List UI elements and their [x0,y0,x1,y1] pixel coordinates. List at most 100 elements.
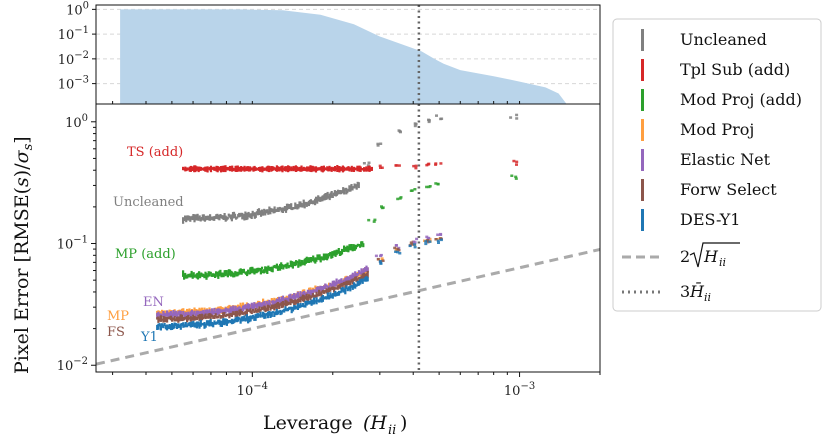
data-point-tail [437,241,440,244]
data-point [311,293,314,297]
data-point [265,313,268,316]
legend-swatch [641,179,644,201]
data-point [251,167,254,171]
data-point [263,300,266,306]
annotation-fs: FS [107,325,125,340]
data-point [343,189,346,195]
data-point [311,202,315,205]
data-point [294,295,297,302]
data-point [225,319,228,326]
data-point [177,316,180,323]
data-point [305,300,308,306]
data-point [208,309,211,316]
data-point [290,294,293,297]
data-point [176,313,179,317]
data-point-tail [413,245,417,249]
data-point [325,288,328,294]
data-point [365,265,368,272]
data-point [339,291,342,294]
data-point [260,303,263,309]
data-point [202,316,205,320]
data-point [288,301,291,305]
legend-items: Uncleaned Tpl Sub (add) Mod Proj (add) Mod … [641,29,802,231]
data-point [182,270,185,277]
data-point [364,267,367,272]
data-point [275,298,278,304]
legend-ref-mean: 3 H̄ ii [622,280,711,304]
data-point [360,275,363,281]
data-point [329,287,332,292]
data-point [183,313,186,318]
data-point [163,316,166,323]
data-point [245,314,248,321]
data-point [187,168,190,171]
data-point [328,282,331,287]
legend-item-en: Elastic Net [641,149,771,171]
data-point [324,296,327,300]
data-point [237,307,240,314]
data-point [178,310,181,318]
data-point [167,325,170,330]
data-point [365,276,368,282]
data-point [237,312,240,315]
data-point [351,285,354,290]
data-point-tail [410,189,414,192]
data-point [325,284,328,287]
data-point [176,316,179,322]
data-point [327,166,330,172]
data-point [276,166,280,171]
reference-line-2-sqrt-h [96,247,600,366]
data-point [158,310,161,315]
data-point-tail [515,163,518,166]
data-point [311,299,314,305]
data-point [162,324,165,329]
data-point [360,268,363,275]
data-point [199,166,202,171]
data-point [330,287,333,290]
data-point [209,271,212,275]
data-point [213,166,216,171]
data-point [266,267,269,274]
data-point [257,167,261,171]
data-point [248,309,251,312]
data-point [181,308,184,316]
data-point [288,306,291,310]
data-point [349,280,352,286]
data-point-tail [409,241,413,244]
data-point-tail [434,182,438,185]
data-point [339,283,342,290]
data-point [198,215,201,220]
data-point-tail [396,197,400,201]
data-point [245,305,248,312]
data-point-tail [434,162,438,165]
data-point [166,324,169,331]
data-point [159,315,162,322]
data-point [361,273,364,280]
data-point [319,285,322,290]
data-point [218,270,221,277]
data-point [301,303,304,308]
data-point [219,269,222,276]
data-point [156,312,159,318]
data-point-tail [425,235,429,239]
data-point [171,313,174,319]
data-point [300,294,303,299]
data-point [340,283,343,287]
data-point [354,276,357,281]
data-point [196,272,200,280]
data-point-tail [394,250,398,253]
data-point [259,211,263,217]
data-point [234,317,237,322]
data-point [357,270,361,275]
data-point [178,316,181,322]
data-point [253,302,256,309]
data-point-tail [367,161,371,164]
data-point [176,323,179,329]
data-point [179,323,182,330]
data-point [342,279,346,284]
data-point [303,201,306,209]
data-point [329,285,332,288]
data-point [285,308,288,312]
data-point-tail [436,239,440,242]
data-point [339,279,342,284]
